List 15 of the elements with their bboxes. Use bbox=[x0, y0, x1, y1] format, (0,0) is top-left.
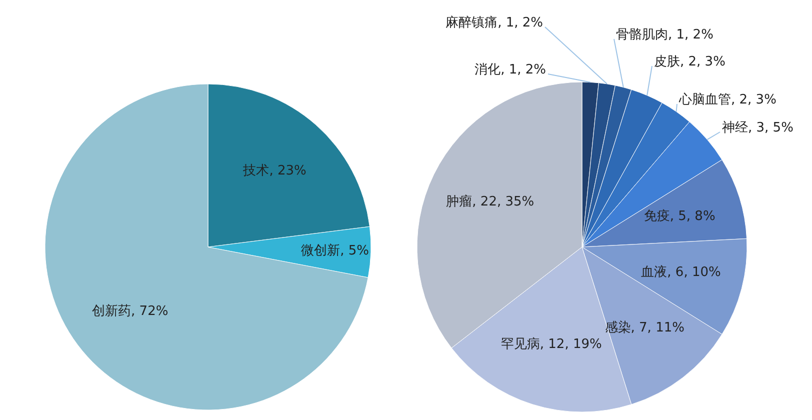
slice-label: 神经, 3, 5% bbox=[722, 120, 794, 136]
slice-label: 罕见病, 12, 19% bbox=[500, 337, 602, 352]
slice-label: 微创新, 5% bbox=[301, 243, 370, 258]
slice-label: 创新药, 72% bbox=[92, 304, 168, 319]
slice-label: 心脑血管, 2, 3% bbox=[678, 92, 776, 108]
slice-label: 骨骼肌肉, 1, 2% bbox=[616, 28, 714, 42]
slice-label: 肿瘤, 22, 35% bbox=[446, 193, 534, 210]
slice-label: 感染, 7, 11% bbox=[604, 320, 684, 336]
pie-slice bbox=[44, 84, 368, 410]
slice-label: 血液, 6, 10% bbox=[641, 265, 721, 280]
slice-label: 皮肤, 2, 3% bbox=[654, 54, 726, 70]
slice-label: 技术, 23% bbox=[242, 164, 306, 179]
slice-label: 免疫, 5, 8% bbox=[644, 208, 716, 224]
slice-label: 麻醉镇痛, 1, 2% bbox=[446, 16, 543, 30]
slice-label: 消化, 1, 2% bbox=[474, 62, 546, 78]
